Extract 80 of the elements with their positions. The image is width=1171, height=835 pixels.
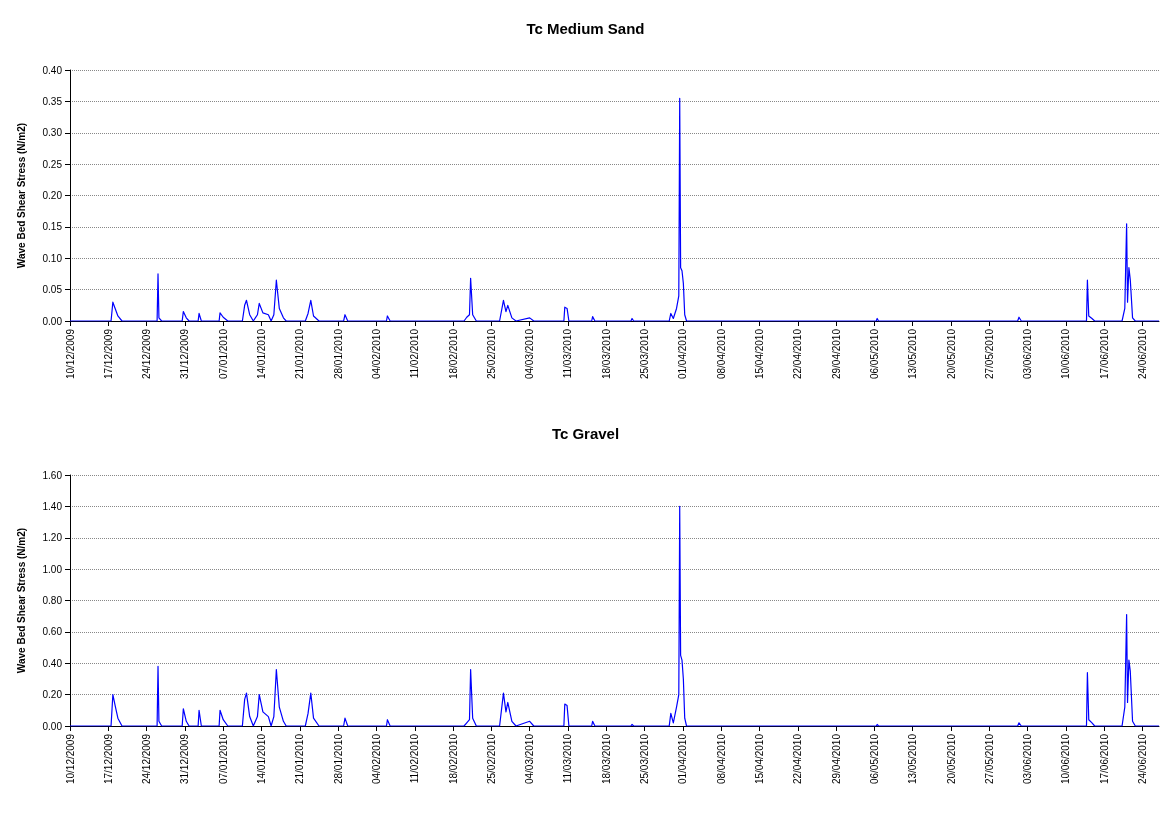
x-tick-label: 04/02/2010: [370, 733, 382, 785]
x-tick-label: 17/12/2009: [102, 733, 114, 785]
x-tick-label: 25/03/2010: [639, 328, 651, 380]
y-tick-label: 0.05: [42, 284, 63, 296]
y-tick-label: 0.60: [42, 626, 63, 638]
x-tick-label: 18/03/2010: [600, 328, 612, 380]
x-tick-label: 11/02/2010: [409, 328, 421, 379]
y-tick-label: 1.40: [42, 500, 63, 512]
y-tick-label: 0.40: [42, 64, 63, 76]
x-tick-label: 06/05/2010: [868, 733, 880, 785]
x-tick-label: 21/01/2010: [294, 328, 306, 380]
x-tick-label: 29/04/2010: [830, 328, 842, 380]
y-tick-label: 0.30: [42, 127, 63, 139]
x-tick-label: 18/02/2010: [447, 328, 459, 380]
x-tick-label: 10/12/2009: [64, 733, 76, 785]
x-tick-label: 08/04/2010: [715, 733, 727, 785]
y-tick-label: 0.10: [42, 252, 63, 264]
y-tick-label: 1.00: [42, 563, 63, 575]
x-tick-label: 04/03/2010: [524, 328, 536, 380]
x-tick-label: 28/01/2010: [332, 733, 344, 785]
x-tick-label: 14/01/2010: [256, 328, 268, 380]
x-tick-label: 13/05/2010: [907, 733, 919, 785]
y-tick-label: 0.80: [42, 595, 63, 606]
x-tick-label: 25/03/2010: [639, 733, 651, 785]
x-tick-label: 11/02/2010: [409, 733, 421, 784]
chart-title: Tc Medium Sand: [526, 20, 645, 37]
x-tick-label: 01/04/2010: [677, 733, 689, 785]
x-tick-label: 20/05/2010: [945, 733, 957, 785]
x-tick-label: 22/04/2010: [792, 733, 804, 785]
x-tick-label: 18/03/2010: [600, 733, 612, 785]
x-tick-label: 13/05/2010: [907, 328, 919, 380]
x-tick-label: 28/01/2010: [332, 328, 344, 380]
y-tick-label: 0.00: [42, 720, 63, 732]
chart-title: Tc Gravel: [551, 425, 620, 442]
y-tick-label: 1.60: [42, 469, 63, 481]
x-tick-label: 29/04/2010: [830, 733, 842, 785]
y-tick-label: 0.40: [42, 657, 63, 669]
x-tick-label: 03/06/2010: [1022, 328, 1034, 380]
x-tick-label: 15/04/2010: [754, 328, 766, 380]
x-tick-label: 11/03/2010: [562, 328, 574, 379]
x-tick-label: 07/01/2010: [217, 733, 229, 785]
x-tick-label: 25/02/2010: [485, 733, 497, 785]
x-tick-label: 04/03/2010: [524, 733, 536, 785]
y-tick-label: 0.20: [42, 190, 63, 201]
x-tick-label: 22/04/2010: [792, 328, 804, 380]
y-axis-title: Wave Bed Shear Stress (N/m2): [15, 122, 27, 269]
y-tick-label: 0.25: [42, 158, 63, 170]
y-tick-label: 1.20: [42, 532, 63, 544]
y-tick-label: 0.20: [42, 689, 63, 701]
x-tick-label: 10/06/2010: [1060, 733, 1072, 785]
x-tick-label: 06/05/2010: [868, 328, 880, 380]
x-tick-label: 31/12/2009: [179, 733, 191, 785]
y-tick-label: 0.00: [42, 315, 63, 327]
x-tick-label: 01/04/2010: [677, 328, 689, 380]
x-tick-label: 24/06/2010: [1137, 733, 1149, 785]
x-tick-label: 04/02/2010: [370, 328, 382, 380]
x-tick-label: 27/05/2010: [983, 328, 995, 380]
x-tick-label: 24/12/2009: [141, 328, 153, 380]
y-axis-title: Wave Bed Shear Stress (N/m2): [15, 527, 27, 674]
y-tick-label: 0.35: [42, 95, 63, 107]
x-tick-label: 21/01/2010: [294, 733, 306, 785]
x-tick-label: 27/05/2010: [983, 733, 995, 785]
x-tick-label: 03/06/2010: [1022, 733, 1034, 785]
x-tick-label: 11/03/2010: [562, 733, 574, 784]
x-tick-label: 08/04/2010: [715, 328, 727, 380]
x-tick-label: 10/06/2010: [1060, 328, 1072, 380]
x-tick-label: 31/12/2009: [179, 328, 191, 380]
x-tick-label: 07/01/2010: [217, 328, 229, 380]
x-tick-label: 17/06/2010: [1098, 733, 1110, 785]
x-tick-label: 17/06/2010: [1098, 328, 1110, 380]
x-tick-label: 24/06/2010: [1137, 328, 1149, 380]
x-tick-label: 17/12/2009: [102, 328, 114, 380]
x-tick-label: 18/02/2010: [447, 733, 459, 785]
x-tick-label: 15/04/2010: [754, 733, 766, 785]
x-tick-label: 25/02/2010: [485, 328, 497, 380]
x-tick-label: 10/12/2009: [64, 328, 76, 380]
x-tick-label: 14/01/2010: [256, 733, 268, 785]
y-tick-label: 0.15: [42, 221, 63, 233]
x-tick-label: 20/05/2010: [945, 328, 957, 380]
x-tick-label: 24/12/2009: [141, 733, 153, 785]
